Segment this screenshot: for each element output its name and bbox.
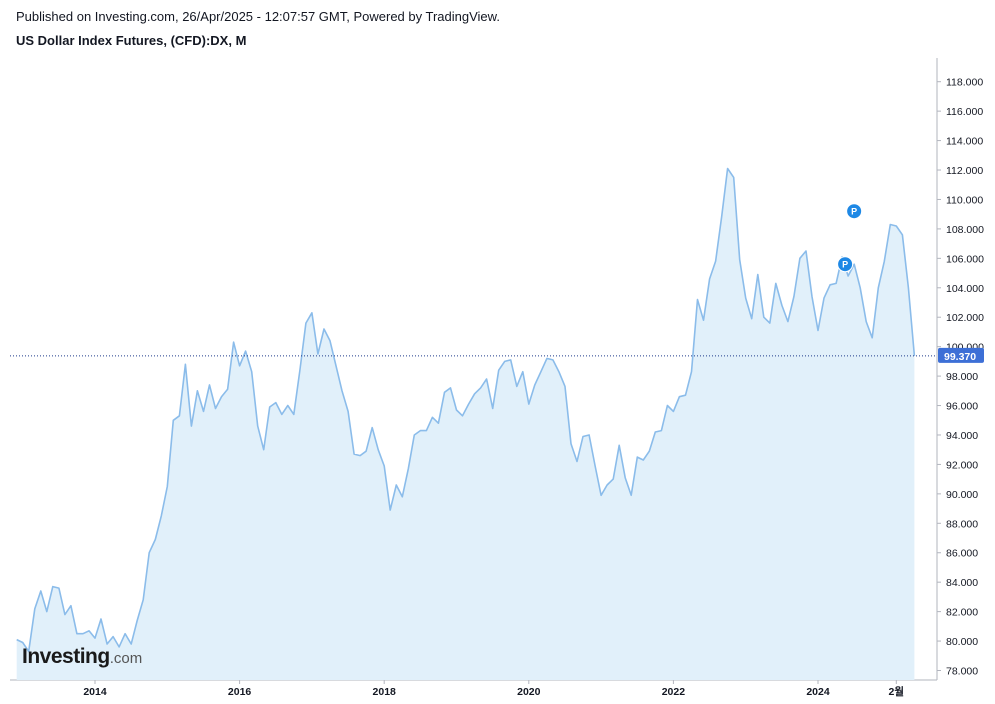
published-info: Published on Investing.com, 26/Apr/2025 …: [16, 9, 500, 24]
y-tick-label: 116.000: [946, 106, 983, 118]
event-marker-label: P: [851, 206, 857, 216]
logo-suffix: .com: [109, 650, 143, 667]
y-tick-label: 96.000: [946, 401, 978, 413]
x-tick-label: 2018: [373, 686, 397, 698]
y-tick-label: 80.000: [946, 636, 978, 648]
chart-title: US Dollar Index Futures, (CFD):DX, M: [16, 33, 247, 48]
x-tick-label: 2022: [662, 686, 686, 698]
x-tick-label: 2024: [806, 686, 830, 698]
event-marker-dot: [846, 203, 863, 220]
y-tick-label: 114.000: [946, 136, 983, 148]
x-axis: 2014 2016 2018 2020 2022 2024 2월: [83, 680, 904, 698]
logo-main: Investing: [22, 645, 110, 668]
y-axis: 78.000 80.000 82.000 84.000 86.000 88.000 90.0…: [937, 77, 984, 678]
y-tick-label: 118.000: [946, 77, 983, 89]
y-tick-label: 112.000: [946, 165, 983, 177]
investing-logo: Investing.com: [22, 645, 142, 669]
y-tick-label: 88.000: [946, 518, 978, 530]
x-tick-label: 2월: [889, 685, 905, 698]
event-marker-dot: [837, 256, 854, 273]
y-tick-label: 84.000: [946, 577, 978, 589]
x-tick-label: 2016: [228, 686, 252, 698]
y-tick-label: 82.000: [946, 607, 978, 619]
x-tick-label: 2020: [517, 686, 541, 698]
y-tick-label: 94.000: [946, 430, 978, 442]
y-tick-label: 92.000: [946, 459, 978, 471]
price-line: [16, 167, 916, 653]
last-price-label: 99.370: [938, 347, 984, 363]
event-marker[interactable]: P: [837, 256, 854, 273]
last-price-badge: [938, 347, 984, 363]
y-tick-label: 104.000: [946, 283, 984, 295]
event-markers: PP: [837, 203, 863, 273]
y-tick-label: 108.000: [946, 224, 984, 236]
y-tick-label: 106.000: [946, 253, 984, 265]
event-marker-label: P: [842, 259, 848, 269]
event-marker[interactable]: P: [846, 203, 863, 220]
y-tick-label: 86.000: [946, 548, 978, 560]
x-tick-label: 2014: [83, 686, 107, 698]
price-area: [16, 168, 915, 680]
y-tick-label: 110.000: [946, 194, 983, 206]
y-tick-label: 98.000: [946, 371, 978, 383]
y-tick-label: 102.000: [946, 312, 984, 324]
y-tick-label: 78.000: [946, 666, 978, 678]
last-price-text: 99.370: [944, 351, 976, 363]
y-tick-label: 90.000: [946, 489, 978, 501]
